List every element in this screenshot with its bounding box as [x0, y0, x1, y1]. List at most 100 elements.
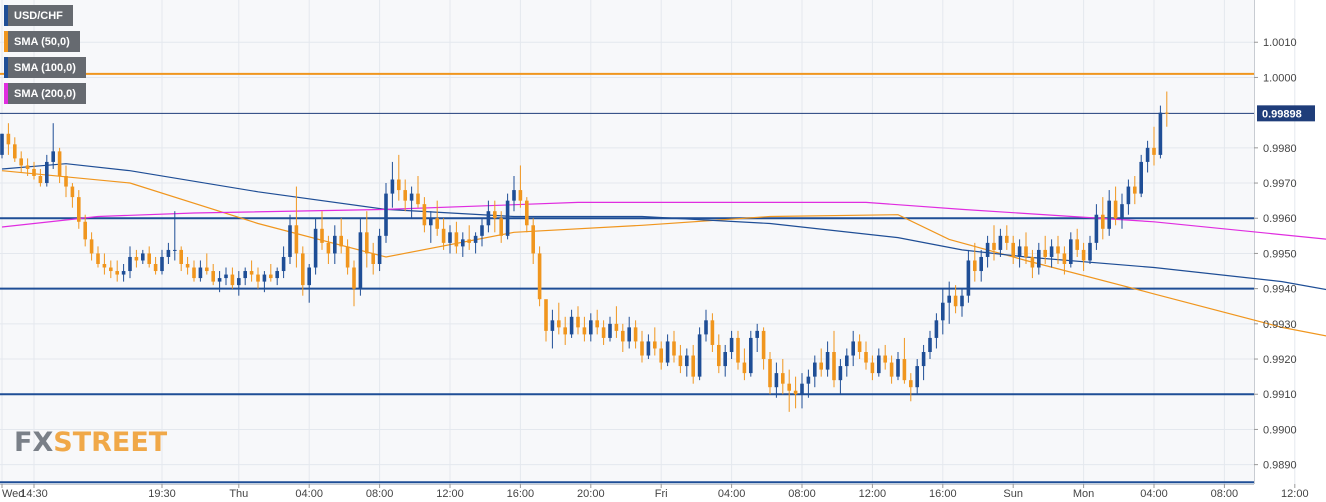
candle-body — [429, 218, 433, 226]
candle-body — [134, 256, 139, 261]
candle-body — [909, 380, 913, 388]
candle — [109, 260, 113, 279]
candle-body — [173, 249, 177, 251]
x-tick-label: Fri — [655, 488, 668, 500]
candle-body — [941, 302, 945, 321]
candle-body — [281, 256, 286, 272]
candle-body — [992, 242, 996, 250]
candle-body — [742, 362, 747, 374]
candle — [889, 355, 894, 384]
candle — [179, 246, 183, 272]
candle-body — [947, 295, 951, 303]
legend-item-sma-200[interactable]: SMA (200,0) — [4, 83, 86, 104]
candle-body — [889, 362, 894, 377]
candle-body — [1005, 235, 1009, 243]
candle — [659, 341, 663, 370]
candle — [819, 348, 823, 377]
candle — [966, 249, 971, 303]
candle-body — [1056, 246, 1060, 254]
candle-body — [569, 316, 574, 335]
candle-body — [998, 235, 1003, 250]
candle-body — [1024, 246, 1028, 257]
candle-body — [1158, 112, 1163, 155]
candle-body — [89, 239, 94, 254]
candle — [646, 334, 651, 360]
candle — [601, 320, 606, 345]
logo-fx-text: FX — [14, 427, 54, 458]
candle — [288, 214, 292, 264]
candle-body — [345, 246, 350, 268]
x-tick-label: 14:30 — [20, 488, 48, 500]
candle — [576, 306, 580, 335]
candle-body — [435, 218, 439, 229]
candle — [1069, 232, 1073, 268]
legend-item-sma-100[interactable]: SMA (100,0) — [4, 57, 86, 78]
candle — [525, 197, 529, 233]
candle-body — [294, 225, 299, 254]
candle-body — [589, 320, 593, 335]
legend-label: SMA (100,0) — [8, 57, 86, 78]
candle — [825, 341, 830, 377]
candle — [13, 137, 17, 162]
candle-body — [499, 218, 503, 236]
candle-body — [729, 337, 734, 352]
candle — [672, 330, 676, 363]
candle-body — [537, 253, 542, 300]
candle-body — [25, 165, 30, 169]
candle-body — [19, 158, 23, 166]
candle-body — [633, 327, 638, 342]
x-tick-label: 19:30 — [148, 488, 176, 500]
logo-street-text: STREET — [53, 427, 168, 458]
candle — [902, 337, 907, 384]
candle — [685, 348, 689, 377]
candle-body — [576, 316, 580, 328]
candle — [25, 158, 30, 176]
x-tick-label: 04:00 — [1140, 488, 1168, 500]
candle-body — [77, 197, 81, 222]
candle-body — [307, 267, 311, 286]
candle — [147, 246, 151, 268]
legend-item-sma-50[interactable]: SMA (50,0) — [4, 31, 86, 52]
candle — [454, 221, 459, 254]
candle-body — [665, 341, 670, 363]
candle-body — [313, 228, 318, 268]
x-tick-label: Sun — [1003, 488, 1023, 500]
y-tick-label: 1.0010 — [1263, 37, 1297, 49]
candle-body — [678, 355, 683, 367]
candle — [928, 330, 932, 360]
candle-body — [1075, 239, 1079, 250]
candle-body — [256, 274, 260, 282]
candle — [38, 168, 43, 187]
candle-body — [1152, 147, 1156, 155]
legend-item-usdchf[interactable]: USD/CHF — [4, 5, 86, 26]
candle — [979, 249, 983, 282]
candle — [486, 200, 491, 233]
candle — [51, 123, 55, 169]
candle — [307, 264, 311, 303]
candle-body — [217, 278, 222, 282]
candle — [736, 330, 740, 370]
candle — [896, 352, 900, 381]
candle — [429, 211, 433, 243]
current-price-label: 0.99898 — [1262, 108, 1302, 120]
candle — [422, 197, 427, 233]
candle — [755, 323, 759, 352]
candle-body — [691, 355, 695, 377]
candle-body — [1145, 147, 1150, 162]
candle — [473, 232, 478, 254]
candle-body — [205, 267, 209, 272]
candle — [793, 376, 798, 409]
candle-body — [749, 337, 753, 374]
candle-body — [153, 264, 158, 272]
candle-body — [166, 249, 171, 257]
candle — [947, 281, 951, 324]
candle-body — [1094, 214, 1099, 243]
candle — [6, 123, 11, 155]
candle — [384, 183, 388, 243]
candle-body — [339, 235, 343, 247]
candle — [128, 246, 132, 279]
candle-body — [915, 366, 919, 388]
candle — [224, 267, 228, 286]
candle — [1133, 176, 1137, 205]
